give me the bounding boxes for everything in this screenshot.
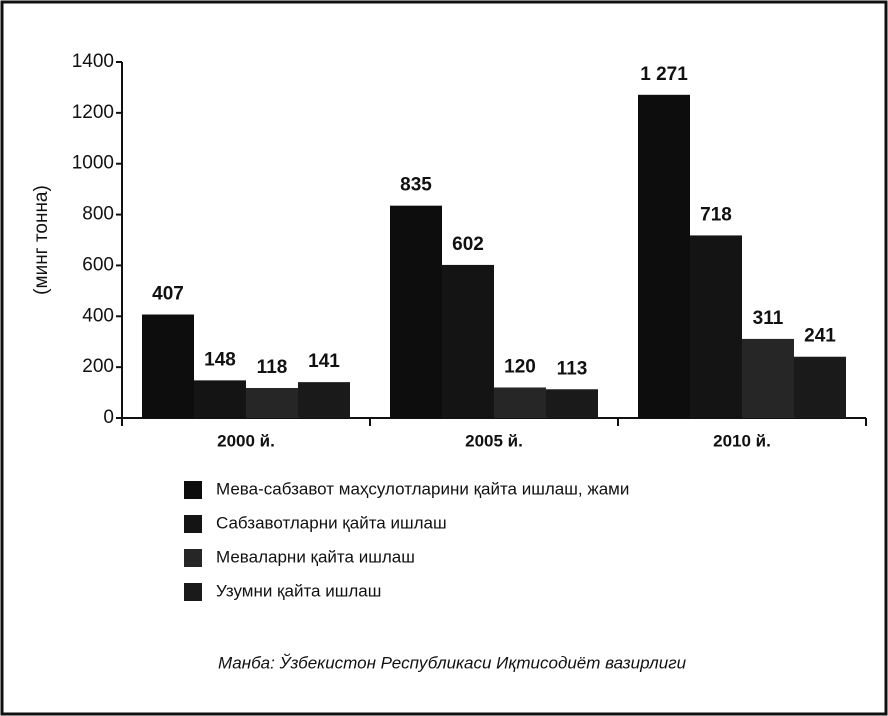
y-tick-label: 400 bbox=[82, 305, 114, 326]
value-label: 602 bbox=[452, 234, 484, 255]
y-tick-label: 1000 bbox=[72, 153, 114, 174]
legend-swatch bbox=[184, 515, 202, 533]
legend-label: Мева-сабзавот маҳсулотларини қайта ишлаш… bbox=[216, 479, 629, 498]
value-label: 148 bbox=[204, 349, 236, 370]
bar bbox=[690, 235, 742, 418]
value-label: 718 bbox=[700, 204, 732, 225]
value-label: 241 bbox=[804, 326, 836, 347]
y-axis-label: (минг тонна) bbox=[31, 185, 52, 295]
bar bbox=[442, 264, 494, 418]
bar bbox=[298, 382, 350, 418]
x-tick-label: 2010 й. bbox=[713, 431, 771, 450]
value-label: 407 bbox=[152, 284, 184, 305]
bar bbox=[742, 338, 794, 418]
y-tick-label: 800 bbox=[82, 204, 114, 225]
source-note: Манба: Ўзбекистон Республикаси Иқтисодиё… bbox=[218, 652, 687, 672]
y-tick-label: 0 bbox=[103, 407, 114, 428]
legend-swatch bbox=[184, 583, 202, 601]
y-tick-label: 600 bbox=[82, 254, 114, 275]
bar bbox=[638, 94, 690, 418]
bar bbox=[194, 380, 246, 418]
y-tick-label: 200 bbox=[82, 356, 114, 377]
value-label: 1 271 bbox=[640, 64, 688, 85]
value-label: 118 bbox=[257, 357, 288, 378]
bar bbox=[142, 314, 194, 418]
legend-swatch bbox=[184, 549, 202, 567]
value-label: 311 bbox=[753, 308, 784, 329]
value-label: 835 bbox=[400, 175, 432, 196]
bar bbox=[390, 205, 442, 418]
legend-label: Меваларни қайта ишлаш bbox=[216, 547, 415, 566]
value-label: 113 bbox=[557, 358, 588, 379]
value-label: 141 bbox=[308, 351, 340, 372]
value-label: 120 bbox=[504, 357, 536, 378]
legend-label: Узумни қайта ишлаш bbox=[216, 581, 381, 600]
legend-swatch bbox=[184, 481, 202, 499]
bar bbox=[794, 356, 846, 418]
x-tick-label: 2000 й. bbox=[217, 431, 275, 450]
bar bbox=[246, 387, 298, 418]
bar bbox=[546, 389, 598, 418]
y-tick-label: 1200 bbox=[72, 102, 114, 123]
bar bbox=[494, 387, 546, 418]
x-tick-label: 2005 й. bbox=[465, 431, 523, 450]
legend-label: Сабзавотларни қайта ишлаш bbox=[216, 513, 447, 532]
y-tick-label: 1400 bbox=[72, 51, 114, 72]
